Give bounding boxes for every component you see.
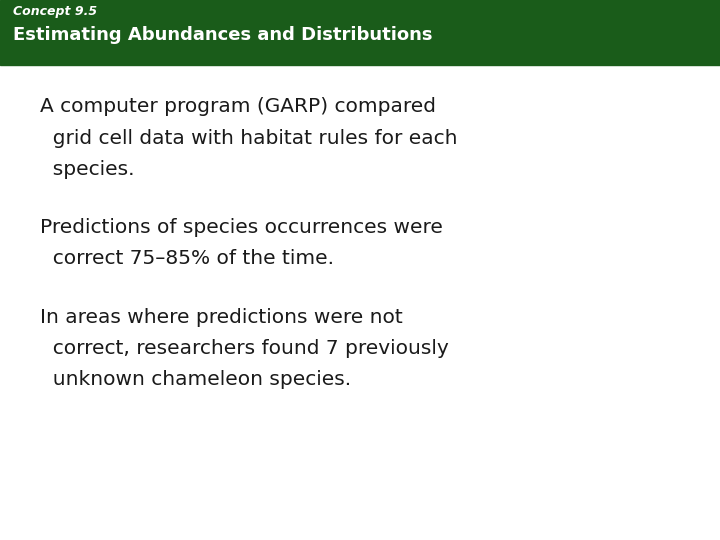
- Text: species.: species.: [40, 160, 134, 179]
- Text: unknown chameleon species.: unknown chameleon species.: [40, 370, 351, 389]
- Text: Predictions of species occurrences were: Predictions of species occurrences were: [40, 218, 443, 237]
- Text: In areas where predictions were not: In areas where predictions were not: [40, 308, 402, 327]
- Text: A computer program (GARP) compared: A computer program (GARP) compared: [40, 97, 436, 116]
- Bar: [0, 0, 720, 65]
- Text: grid cell data with habitat rules for each: grid cell data with habitat rules for ea…: [40, 129, 457, 147]
- Text: Concept 9.5: Concept 9.5: [13, 5, 97, 18]
- Text: Estimating Abundances and Distributions: Estimating Abundances and Distributions: [13, 26, 433, 44]
- Bar: [0, 65, 720, 540]
- Text: correct 75–85% of the time.: correct 75–85% of the time.: [40, 249, 333, 268]
- Text: correct, researchers found 7 previously: correct, researchers found 7 previously: [40, 339, 449, 358]
